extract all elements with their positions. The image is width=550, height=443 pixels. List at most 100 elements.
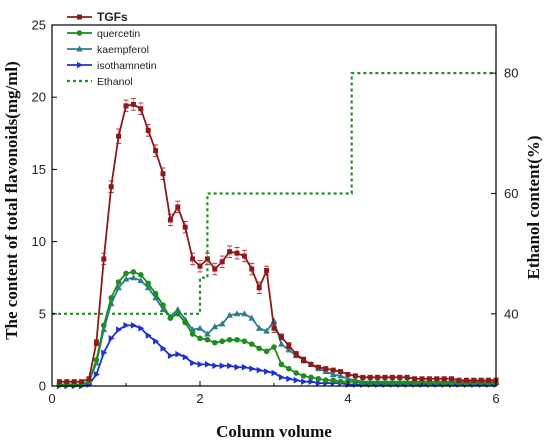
data-point-tgfs (293, 351, 299, 357)
data-point-tgfs (101, 256, 107, 262)
data-point-tgfs (64, 379, 70, 385)
data-point-quercetin (108, 295, 114, 301)
data-point-tgfs (138, 106, 144, 112)
data-point-tgfs (227, 249, 233, 255)
data-point-tgfs (360, 374, 366, 380)
y2-tick-label: 40 (504, 306, 518, 321)
data-point-tgfs (301, 357, 307, 363)
data-point-kaempferol (144, 284, 152, 291)
data-point-tgfs (197, 263, 203, 269)
data-point-tgfs (264, 267, 270, 273)
data-point-kaempferol (204, 330, 211, 337)
data-point-isothamnetin (264, 368, 271, 375)
data-point-tgfs (382, 374, 388, 380)
x-tick-label: 2 (196, 391, 203, 406)
data-point-isothamnetin (116, 326, 123, 333)
data-point-quercetin (263, 348, 270, 355)
data-point-tgfs (352, 373, 358, 379)
legend-label-tgfs: TGFs (97, 10, 128, 24)
data-point-isothamnetin (256, 366, 263, 374)
data-point-tgfs (345, 371, 351, 377)
data-point-isothamnetin (123, 322, 130, 329)
data-point-tgfs (219, 259, 225, 265)
data-point-quercetin (293, 370, 300, 376)
data-point-tgfs (434, 376, 440, 382)
data-point-quercetin (160, 302, 166, 308)
data-point-kaempferol (337, 372, 344, 379)
data-point-kaempferol (241, 310, 248, 317)
legend-label-ethanol: Ethanol (97, 76, 133, 88)
data-point-quercetin (308, 374, 314, 381)
data-point-quercetin (175, 311, 181, 317)
data-point-quercetin (389, 380, 396, 386)
data-point-tgfs (116, 133, 122, 139)
data-point-kaempferol (130, 274, 137, 281)
data-point-quercetin (360, 380, 366, 386)
series-line-ethanol (52, 72, 496, 315)
data-point-quercetin (204, 336, 211, 343)
data-point-quercetin (123, 270, 129, 277)
data-point-quercetin (315, 375, 322, 382)
data-point-quercetin (330, 377, 337, 384)
legend-item-quercetin: quercetin (67, 28, 140, 40)
data-point-quercetin (337, 378, 344, 385)
data-point-quercetin (411, 380, 418, 386)
data-point-kaempferol (248, 314, 256, 321)
y2-tick-label: 60 (504, 186, 518, 201)
data-point-tgfs (478, 377, 484, 383)
data-point-quercetin (300, 373, 307, 379)
data-point-tgfs (389, 374, 395, 380)
data-point-quercetin (397, 380, 403, 386)
legend: TGFs quercetin kaempferol isothamnetin Ethan… (67, 10, 157, 88)
data-point-tgfs (175, 204, 181, 210)
data-point-quercetin (130, 269, 137, 275)
data-point-tgfs (71, 379, 77, 385)
data-point-quercetin (271, 344, 277, 350)
data-point-isothamnetin (175, 350, 182, 358)
data-point-quercetin (434, 380, 440, 386)
data-point-quercetin (219, 338, 225, 345)
data-point-tgfs (278, 334, 284, 340)
series-tgfs (56, 98, 499, 385)
data-point-tgfs (256, 285, 262, 291)
data-point-tgfs (167, 217, 173, 223)
data-point-quercetin (256, 345, 263, 352)
data-point-isothamnetin (138, 324, 145, 332)
y-tick-label: 10 (32, 234, 46, 249)
data-point-tgfs (286, 343, 292, 349)
x-tick-label: 0 (48, 391, 55, 406)
data-point-quercetin (382, 380, 388, 386)
data-point-quercetin (152, 290, 159, 297)
data-point-kaempferol (152, 294, 159, 301)
data-point-tgfs (249, 266, 255, 272)
data-point-isothamnetin (227, 362, 234, 370)
data-point-kaempferol (174, 305, 182, 312)
data-point-kaempferol (233, 310, 241, 317)
data-point-isothamnetin (271, 369, 278, 377)
data-point-isothamnetin (301, 378, 308, 385)
data-point-kaempferol (278, 340, 285, 347)
data-point-quercetin (182, 319, 188, 326)
data-point-tgfs (419, 376, 425, 382)
data-point-quercetin (241, 338, 248, 345)
data-point-isothamnetin (241, 363, 248, 371)
data-point-isothamnetin (197, 361, 204, 368)
legend-label-isothamnetin: isothamnetin (97, 60, 157, 72)
data-point-isothamnetin (93, 371, 100, 378)
data-point-tgfs (182, 224, 188, 230)
data-point-tgfs (56, 379, 62, 385)
data-point-tgfs (315, 364, 321, 370)
legend-item-isothamnetin: isothamnetin (67, 60, 157, 72)
legend-marker-isothamnetin (77, 61, 83, 69)
data-point-tgfs (93, 340, 99, 346)
y-tick-label: 15 (32, 162, 46, 177)
data-point-isothamnetin (315, 379, 322, 387)
data-point-tgfs (330, 367, 336, 373)
data-point-quercetin (212, 339, 218, 346)
data-point-kaempferol (122, 275, 130, 282)
legend-item-ethanol: Ethanol (67, 76, 133, 88)
data-point-kaempferol (255, 324, 263, 331)
data-point-tgfs (160, 171, 166, 177)
data-point-tgfs (204, 256, 210, 262)
data-point-quercetin (145, 280, 151, 287)
